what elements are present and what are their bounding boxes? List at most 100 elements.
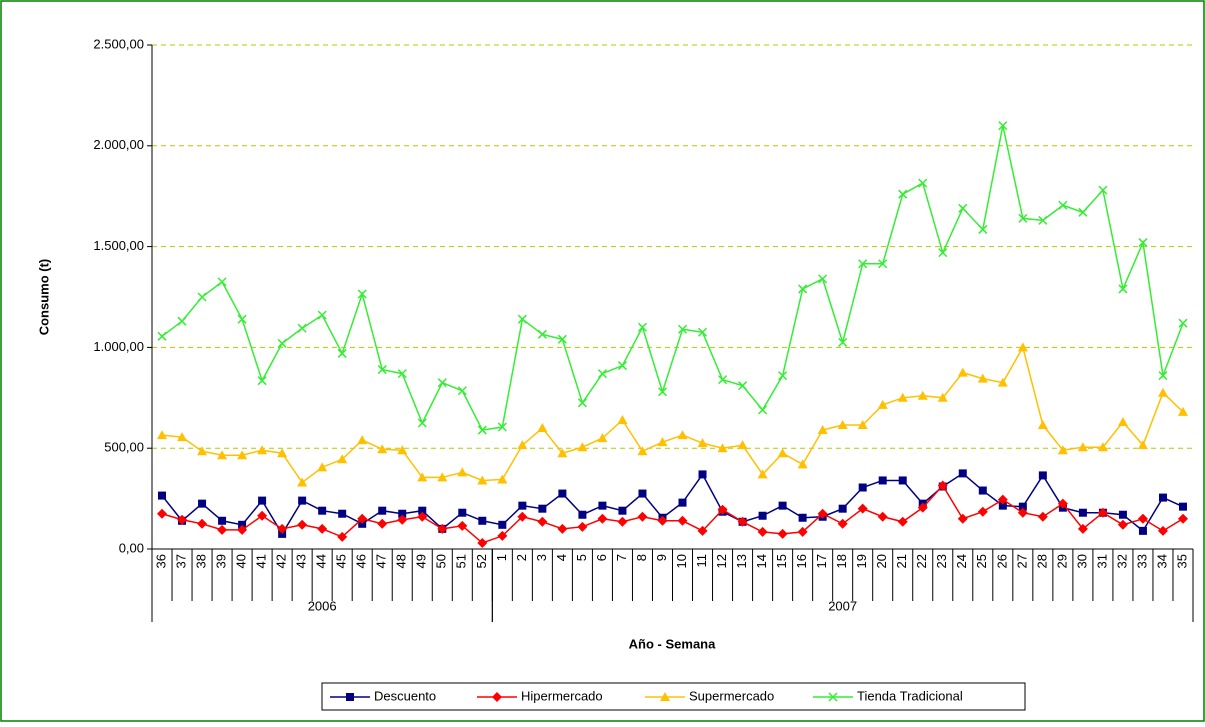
marker	[437, 472, 448, 482]
marker	[177, 432, 188, 442]
marker	[457, 386, 467, 396]
marker	[337, 348, 347, 358]
x-tick-label: 25	[974, 554, 989, 568]
marker	[397, 514, 408, 525]
series	[157, 121, 1188, 435]
marker	[717, 504, 728, 515]
marker	[477, 537, 488, 548]
marker	[778, 501, 787, 510]
marker	[577, 442, 588, 452]
marker	[878, 476, 887, 485]
marker	[957, 513, 968, 524]
marker	[1118, 510, 1127, 519]
marker	[1157, 387, 1168, 397]
marker	[417, 511, 428, 522]
x-tick-label: 2	[514, 554, 529, 561]
x-tick-label: 14	[754, 554, 769, 568]
marker	[217, 277, 227, 287]
marker	[197, 518, 208, 529]
marker	[338, 509, 347, 518]
x-tick-label: 9	[654, 554, 669, 561]
marker	[617, 361, 627, 371]
legend-label: Supermercado	[689, 688, 774, 703]
marker	[218, 516, 227, 525]
marker	[357, 435, 368, 445]
marker	[537, 329, 547, 339]
x-tick-label: 36	[153, 554, 168, 568]
marker	[238, 520, 247, 529]
marker	[617, 516, 628, 527]
marker	[917, 502, 928, 513]
marker	[617, 414, 628, 424]
marker	[158, 491, 167, 500]
marker	[697, 327, 708, 337]
marker	[237, 524, 248, 535]
legend-label: Tienda Tradicional	[857, 688, 963, 703]
marker	[257, 445, 268, 455]
x-tick-label: 28	[1034, 554, 1049, 568]
x-tick-label: 24	[954, 554, 969, 568]
marker	[157, 508, 168, 519]
marker	[492, 692, 502, 702]
marker	[958, 469, 967, 478]
marker	[337, 454, 348, 464]
marker	[778, 371, 788, 381]
marker	[818, 274, 828, 284]
marker	[557, 523, 568, 534]
marker	[1057, 445, 1068, 455]
marker	[398, 509, 407, 518]
marker	[1058, 200, 1068, 210]
marker	[258, 496, 267, 505]
marker	[1097, 442, 1108, 452]
marker	[837, 420, 848, 430]
x-tick-label: 3	[534, 554, 549, 561]
marker	[837, 518, 848, 529]
marker	[417, 418, 427, 428]
marker	[1018, 502, 1027, 511]
x-tick-label: 11	[694, 554, 709, 568]
marker	[898, 189, 908, 199]
marker	[637, 322, 648, 332]
marker	[597, 369, 607, 379]
x-tick-label: 19	[854, 554, 869, 568]
marker	[677, 324, 688, 334]
marker	[498, 520, 507, 529]
marker	[698, 470, 707, 479]
marker	[737, 440, 748, 450]
x-tick-label: 33	[1134, 554, 1149, 568]
marker	[357, 513, 368, 524]
marker	[817, 425, 828, 435]
marker	[297, 519, 308, 530]
marker	[358, 519, 367, 528]
y-tick-label: 2.000,00	[93, 137, 144, 152]
marker	[838, 504, 847, 513]
marker	[1137, 513, 1148, 524]
x-tick-label: 23	[934, 554, 949, 568]
marker	[838, 337, 848, 347]
marker	[437, 378, 447, 388]
marker	[1037, 511, 1048, 522]
marker	[958, 203, 968, 213]
marker	[1098, 185, 1108, 195]
marker	[938, 248, 948, 258]
marker	[877, 399, 888, 409]
x-tick-label: 47	[374, 554, 389, 568]
marker	[477, 425, 487, 435]
y-tick-label: 1.500,00	[93, 238, 144, 253]
marker	[717, 443, 728, 453]
marker	[1118, 284, 1128, 294]
marker	[998, 501, 1007, 510]
x-tick-label: 49	[414, 554, 429, 568]
marker	[797, 526, 808, 537]
marker	[557, 334, 567, 344]
x-tick-label: 7	[614, 554, 629, 561]
marker	[857, 420, 868, 430]
marker	[878, 259, 888, 269]
marker	[578, 510, 587, 519]
x-tick-label: 16	[794, 554, 809, 568]
marker	[457, 467, 468, 477]
marker	[758, 511, 767, 520]
x-tick-label: 20	[874, 554, 889, 568]
marker	[697, 438, 708, 448]
marker	[1117, 416, 1128, 426]
